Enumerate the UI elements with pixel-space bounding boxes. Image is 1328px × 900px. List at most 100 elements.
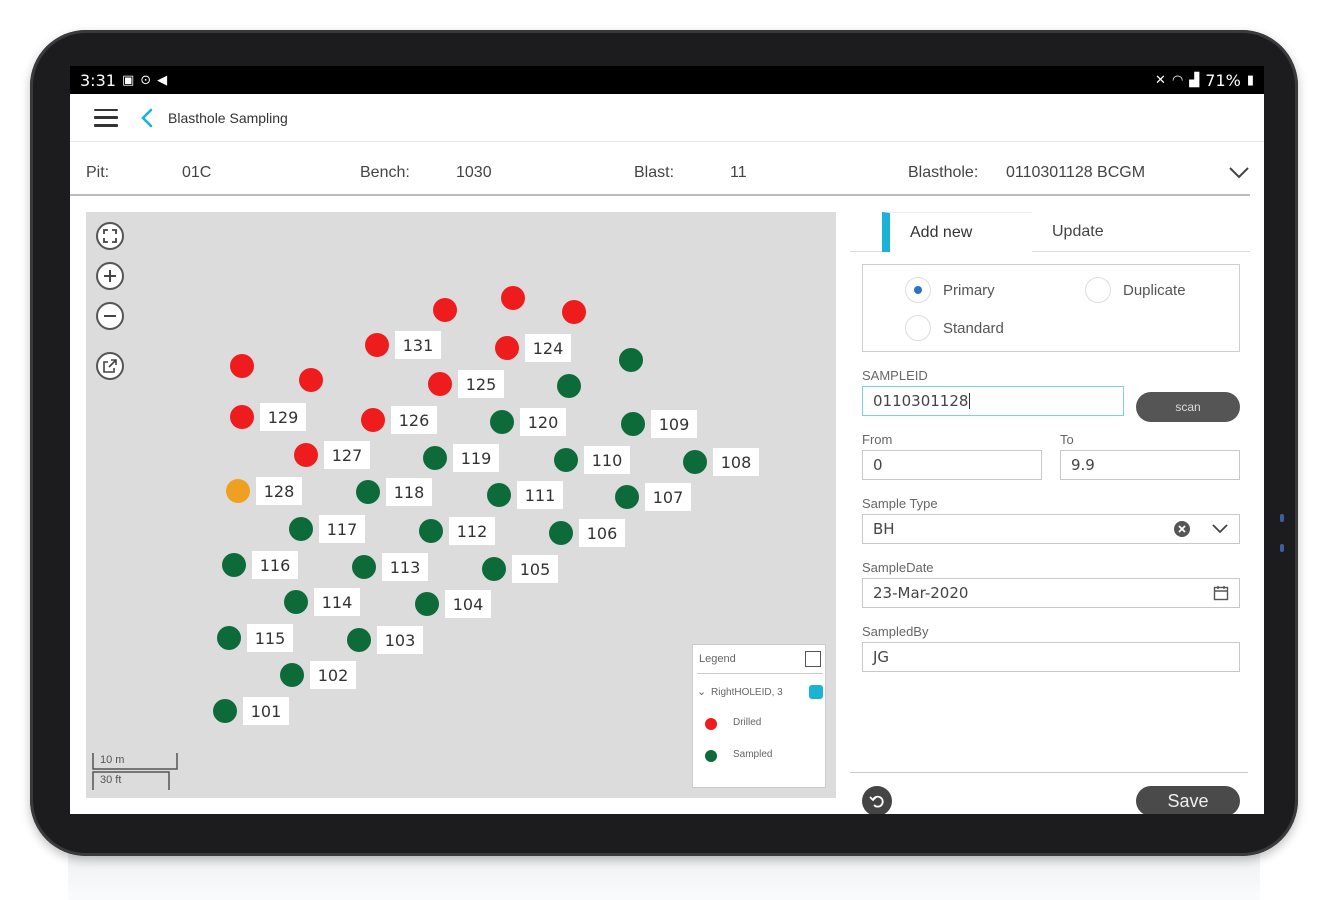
blasthole-marker[interactable] [428, 372, 452, 396]
svg-text:128: 128 [264, 482, 295, 501]
sample-type-select[interactable]: BH [862, 514, 1240, 544]
blasthole-label: 127 [324, 441, 370, 469]
blasthole-marker[interactable] [347, 628, 371, 652]
blasthole-marker[interactable] [361, 408, 385, 432]
blasthole-label: 103 [377, 626, 423, 654]
blasthole-marker[interactable] [419, 519, 443, 543]
blasthole-label: 107 [645, 483, 691, 511]
svg-text:118: 118 [394, 483, 425, 502]
app-screen: 3:31 ▣ ⊙ ◀ ✕ ◠ ▟ 71% ▮ Blasthole Samplin… [70, 66, 1264, 814]
blasthole-marker[interactable] [501, 286, 525, 310]
undo-icon [869, 795, 884, 808]
blasthole-marker[interactable] [294, 443, 318, 467]
svg-text:115: 115 [255, 629, 286, 648]
blasthole-label: 101 [243, 697, 289, 725]
zoom-out-icon[interactable] [96, 302, 124, 330]
blasthole-marker[interactable] [423, 446, 447, 470]
blasthole-marker[interactable] [495, 336, 519, 360]
sampled-by-input[interactable]: JG [862, 642, 1240, 672]
device-shadow [68, 852, 1260, 900]
external-link-icon[interactable] [96, 352, 124, 380]
minimize-icon[interactable] [805, 651, 821, 667]
blasthole-marker[interactable] [562, 300, 586, 324]
radio-duplicate[interactable]: Duplicate [1085, 277, 1186, 303]
clear-icon[interactable] [1173, 520, 1191, 538]
svg-text:120: 120 [528, 413, 559, 432]
signal-icon: ▟ [1189, 72, 1200, 88]
blasthole-marker[interactable] [289, 517, 313, 541]
sample-date-value: 23-Mar-2020 [873, 584, 969, 602]
from-input[interactable]: 0 [862, 450, 1042, 480]
sample-kind-group: Primary Duplicate Standard [862, 264, 1240, 352]
tab-update[interactable]: Update [1052, 223, 1104, 240]
blasthole-marker[interactable] [352, 555, 376, 579]
blasthole-marker[interactable] [213, 699, 237, 723]
scan-button[interactable]: scan [1136, 392, 1240, 422]
blasthole-label: 124 [525, 334, 571, 362]
blasthole-marker[interactable] [683, 450, 707, 474]
save-button[interactable]: Save [1136, 786, 1240, 814]
blasthole-marker[interactable] [284, 590, 308, 614]
pit-value[interactable]: 01C [182, 164, 212, 181]
blasthole-marker[interactable] [230, 405, 254, 429]
chevron-down-icon[interactable] [1228, 166, 1250, 180]
blasthole-marker[interactable] [230, 354, 254, 378]
blasthole-marker[interactable] [619, 348, 643, 372]
blasthole-label: 109 [651, 410, 697, 438]
blasthole-marker[interactable] [299, 368, 323, 392]
undo-button[interactable] [862, 786, 892, 814]
sampleid-label: SAMPLEID [862, 368, 928, 383]
scale-imperial: 30 ft [100, 774, 122, 786]
blasthole-label: 118 [386, 478, 432, 506]
blasthole-marker[interactable] [621, 412, 645, 436]
blasthole-marker[interactable] [557, 374, 581, 398]
back-arrow-icon[interactable] [140, 107, 154, 129]
blasthole-label: 102 [310, 661, 356, 689]
layer-toggle-icon[interactable] [809, 685, 823, 699]
legend-chevron-icon[interactable]: ⌄ [697, 686, 707, 698]
svg-text:127: 127 [332, 446, 363, 465]
blasthole-marker[interactable] [222, 553, 246, 577]
blasthole-marker[interactable] [433, 298, 457, 322]
blasthole-label: 131 [395, 331, 441, 359]
blasthole-marker[interactable] [226, 479, 250, 503]
hole-map-canvas[interactable]: 131 124 125 129 126 127 128 120 109 119 110 108 118 1… [86, 212, 836, 798]
blasthole-marker[interactable] [356, 480, 380, 504]
tab-add-new[interactable]: Add new [882, 212, 1032, 252]
fullscreen-icon[interactable] [96, 222, 124, 250]
blasthole-marker[interactable] [615, 485, 639, 509]
sampleid-input[interactable]: 0110301128 [862, 386, 1124, 416]
radio-unchecked-icon [1085, 277, 1111, 303]
sample-type-value: BH [873, 520, 895, 538]
filter-bar: Pit: 01C Bench: 1030 Blast: 11 Blasthole… [70, 142, 1250, 196]
to-input[interactable]: 9.9 [1060, 450, 1240, 480]
chevron-down-icon[interactable] [1211, 523, 1229, 535]
blast-map[interactable]: 131 124 125 129 126 127 128 120 109 119 110 108 118 1… [86, 212, 836, 798]
blasthole-value[interactable]: 0110301128 BCGM [1006, 164, 1146, 181]
blasthole-marker[interactable] [217, 626, 241, 650]
blasthole-marker[interactable] [487, 483, 511, 507]
svg-text:109: 109 [659, 415, 690, 434]
calendar-icon[interactable] [1213, 585, 1229, 601]
radio-standard[interactable]: Standard [905, 315, 1004, 341]
bench-value[interactable]: 1030 [456, 164, 492, 181]
blasthole-marker[interactable] [482, 557, 506, 581]
side-indicator [1280, 514, 1284, 522]
blast-value[interactable]: 11 [730, 164, 747, 181]
wifi-icon: ◠ [1171, 72, 1184, 88]
blasthole-label: 120 [520, 408, 566, 436]
blasthole-label: 108 [713, 448, 759, 476]
menu-icon[interactable] [94, 108, 118, 127]
pit-label: Pit: [86, 164, 110, 181]
legend-drilled-label: Drilled [733, 717, 762, 728]
zoom-in-icon[interactable] [96, 262, 124, 290]
blasthole-label: Blasthole: [908, 164, 979, 181]
blasthole-marker[interactable] [490, 410, 514, 434]
blasthole-marker[interactable] [365, 333, 389, 357]
blasthole-marker[interactable] [415, 592, 439, 616]
radio-primary[interactable]: Primary [905, 277, 995, 303]
blasthole-marker[interactable] [549, 521, 573, 545]
sample-date-input[interactable]: 23-Mar-2020 [862, 578, 1240, 608]
blasthole-marker[interactable] [554, 448, 578, 472]
blasthole-marker[interactable] [280, 663, 304, 687]
